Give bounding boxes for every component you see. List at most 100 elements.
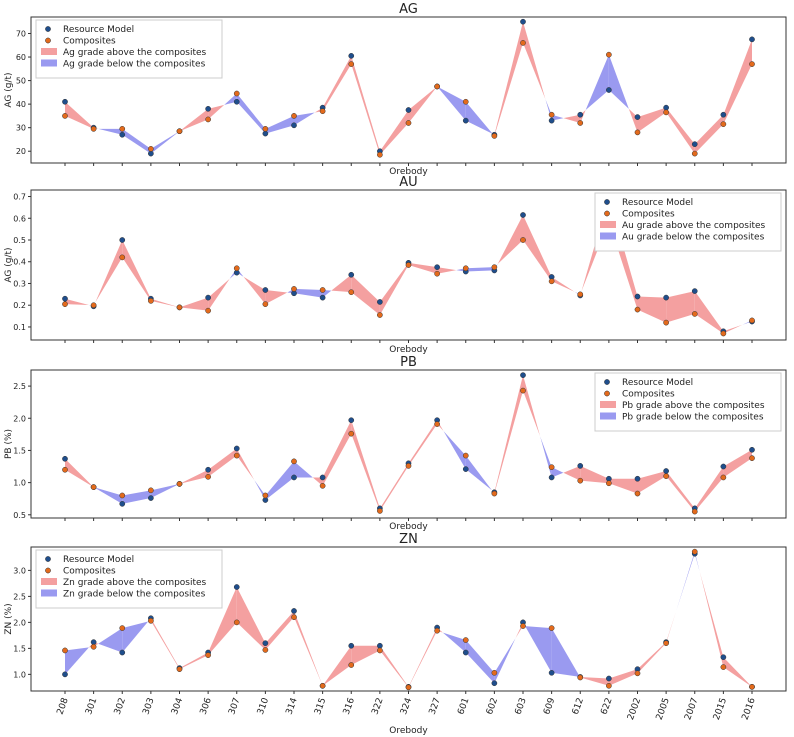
composite-point — [434, 83, 440, 90]
grade-above-fill — [637, 471, 667, 494]
x-axis-label: Orebody — [389, 726, 428, 736]
y-tick-label: 0.4 — [13, 258, 26, 267]
composite-point — [548, 464, 555, 471]
grade-above-fill — [666, 612, 676, 644]
y-tick-label: 70 — [16, 29, 26, 38]
composite-point — [205, 652, 211, 658]
composite-point — [319, 108, 326, 115]
composite-point — [262, 647, 269, 653]
grade-above-fill — [563, 465, 581, 481]
legend-label: Composites — [622, 210, 675, 220]
grade-above-fill — [379, 110, 409, 155]
resource-model-point — [749, 36, 755, 43]
grade-below-fill — [551, 114, 564, 121]
resource-model-point — [233, 445, 240, 452]
composite-point — [176, 481, 183, 487]
resource-model-point — [663, 468, 669, 474]
grade-above-fill — [208, 448, 237, 477]
grade-above-fill — [65, 298, 89, 306]
legend-marker-composite — [45, 37, 51, 44]
resource-model-point — [62, 455, 68, 462]
x-tick-label: 310 — [256, 696, 271, 716]
grade-above-fill — [523, 375, 541, 437]
grade-below-fill — [98, 628, 123, 653]
resource-model-point — [262, 130, 269, 137]
x-axis-label: Orebody — [389, 522, 428, 532]
legend-label: Resource Model — [63, 25, 134, 35]
chart-title: AG — [399, 2, 418, 17]
resource-model-point — [462, 466, 469, 472]
grade-below-fill — [742, 320, 752, 325]
grade-above-fill — [243, 276, 266, 305]
resource-model-point — [62, 295, 68, 302]
y-tick-label: 30 — [16, 124, 26, 133]
grade-below-fill — [65, 647, 89, 675]
x-tick-label: 609 — [542, 696, 557, 716]
grade-above-fill — [608, 478, 638, 494]
grade-above-fill — [294, 610, 323, 686]
composite-point — [749, 683, 755, 690]
x-tick-label: 603 — [514, 697, 529, 717]
grade-above-fill — [723, 657, 752, 687]
y-axis-label: PB (%) — [4, 429, 14, 459]
x-tick-label: 322 — [370, 697, 385, 717]
composite-point — [119, 254, 126, 261]
grade-above-fill — [723, 449, 752, 478]
resource-model-point — [548, 474, 555, 481]
resource-model-point — [606, 675, 612, 682]
composite-point — [62, 466, 68, 473]
resource-model-point — [606, 87, 612, 93]
composite-point — [491, 133, 498, 139]
resource-model-point — [205, 105, 211, 112]
x-tick-label: 307 — [227, 697, 242, 717]
grade-above-fill — [608, 669, 638, 686]
composite-point — [291, 286, 297, 292]
composite-point — [90, 484, 97, 490]
composite-point — [634, 670, 641, 677]
legend-box — [594, 192, 782, 252]
grade-below-fill — [442, 632, 466, 653]
y-tick-label: 0.7 — [13, 193, 26, 202]
x-tick-label: 601 — [456, 697, 471, 717]
composite-point — [520, 237, 526, 243]
grade-above-fill — [563, 114, 581, 123]
x-tick-label: 2007 — [683, 697, 700, 722]
composite-point — [348, 662, 355, 668]
grade-above-fill — [379, 645, 409, 688]
composite-point — [348, 61, 355, 67]
composite-point — [663, 640, 669, 647]
x-tick-label: 208 — [56, 696, 71, 716]
legend-label: Ag grade below the composites — [63, 60, 206, 70]
resource-model-point — [233, 584, 240, 590]
grade-below-fill — [540, 436, 552, 478]
composite-point — [462, 637, 469, 643]
grade-below-fill — [122, 490, 151, 504]
grade-below-fill — [465, 455, 492, 491]
y-tick-label: 0.1 — [13, 323, 26, 332]
resource-model-point — [319, 294, 326, 301]
legend-marker-composite — [45, 567, 51, 574]
legend-box — [594, 372, 782, 432]
grade-above-fill — [637, 296, 667, 323]
resource-model-point — [233, 98, 240, 105]
grade-above-fill — [580, 110, 586, 123]
resource-model-point — [520, 212, 526, 218]
grade-above-fill — [494, 21, 523, 136]
x-tick-label: 2015 — [712, 697, 729, 722]
composite-point — [548, 625, 555, 631]
resource-model-point — [262, 287, 269, 293]
grade-above-fill — [494, 375, 523, 494]
composite-point — [577, 674, 584, 681]
grade-above-fill — [265, 610, 294, 650]
y-tick-label: 3.0 — [13, 566, 26, 575]
legend-swatch-above — [600, 221, 616, 228]
composite-point — [577, 120, 584, 126]
resource-model-point — [405, 107, 412, 113]
composite-point — [176, 128, 183, 135]
grade-below-fill — [98, 128, 123, 135]
legend-label: Pb grade above the composites — [622, 401, 765, 411]
x-tick-label: 315 — [313, 697, 328, 717]
composite-point — [520, 387, 526, 394]
resource-model-point — [291, 474, 297, 481]
grade-above-fill — [351, 645, 380, 666]
